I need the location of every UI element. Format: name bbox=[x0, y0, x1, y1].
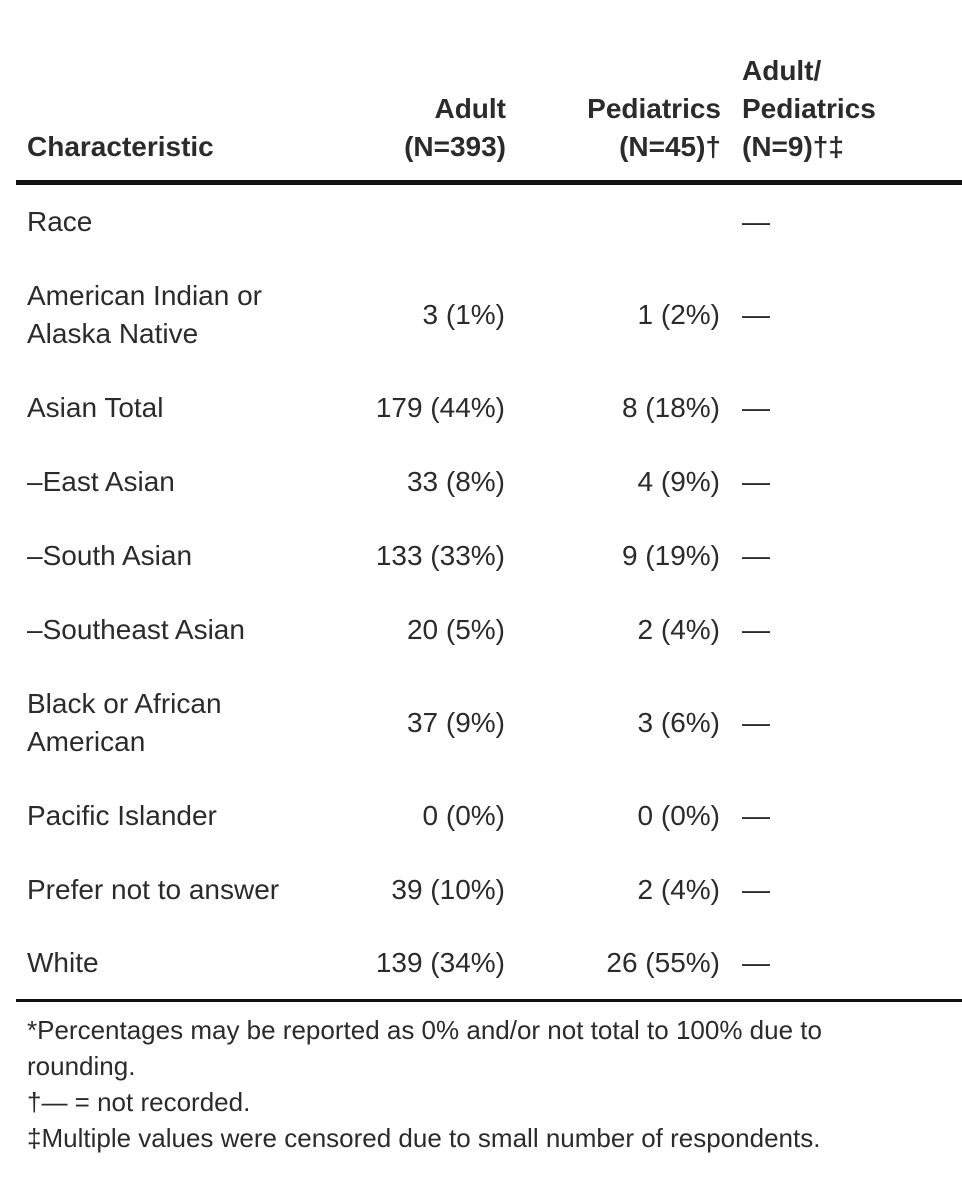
cell-pediatrics: 0 (0%) bbox=[637, 800, 720, 831]
table-row: Race — bbox=[16, 183, 962, 260]
table-row: American Indian or Alaska Native 3 (1%) 1 (… bbox=[16, 259, 962, 371]
header-adult-pediatrics: Adult/Pediatrics (N=9)†‡ bbox=[721, 40, 962, 185]
cell-adult-pediatrics: — bbox=[721, 927, 962, 1002]
cell-adult: 133 (33%) bbox=[375, 540, 505, 571]
footnote-not-recorded: †— = not recorded. bbox=[27, 1087, 251, 1117]
cell-adult-pediatrics: — bbox=[742, 299, 770, 330]
table-body: Race — American Indian or Alaska Native 3 (1… bbox=[16, 183, 962, 1002]
table-row: White 139 (34%) 26 (55%) — bbox=[16, 927, 962, 1002]
cell-pediatrics: 8 (18%) bbox=[621, 392, 720, 423]
cell-adult: 37 (9%) bbox=[406, 707, 505, 738]
cell-pediatrics: 3 (6%) bbox=[637, 707, 720, 738]
table-container: Characteristic Adult (N=393) Pediatrics (N… bbox=[16, 40, 962, 1156]
cell-characteristic: Asian Total bbox=[27, 392, 164, 423]
cell-characteristic: White bbox=[16, 927, 346, 1002]
cell-pediatrics bbox=[506, 183, 721, 260]
cell-adult: 39 (10%) bbox=[391, 874, 505, 905]
table-row: Prefer not to answer 39 (10%) 2 (4%) — bbox=[16, 853, 962, 927]
table-row: Asian Total 179 (44%) 8 (18%) — bbox=[16, 371, 962, 445]
footnote-censored: ‡Multiple values were censored due to sm… bbox=[27, 1123, 821, 1153]
table-row: –East Asian 33 (8%) 4 (9%) — bbox=[16, 445, 962, 519]
cell-adult-pediatrics: — bbox=[742, 614, 770, 645]
cell-adult: 33 (8%) bbox=[406, 466, 505, 497]
table-row: –Southeast Asian 20 (5%) 2 (4%) — bbox=[16, 593, 962, 667]
cell-adult-pediatrics: — bbox=[742, 540, 770, 571]
cell-characteristic: –South Asian bbox=[27, 540, 193, 571]
cell-pediatrics: 2 (4%) bbox=[637, 874, 720, 905]
cell-pediatrics: 9 (19%) bbox=[621, 540, 720, 571]
cell-pediatrics: 4 (9%) bbox=[637, 466, 720, 497]
header-pediatrics: Pediatrics (N=45)† bbox=[506, 40, 721, 185]
cell-adult bbox=[346, 183, 506, 260]
cell-adult-pediatrics: — bbox=[742, 392, 770, 423]
cell-adult-pediatrics: — bbox=[742, 874, 770, 905]
cell-adult: 20 (5%) bbox=[406, 614, 505, 645]
cell-characteristic: –East Asian bbox=[27, 466, 175, 497]
footnotes: *Percentages may be reported as 0% and/o… bbox=[16, 1002, 927, 1156]
cell-adult: 139 (34%) bbox=[346, 927, 506, 1002]
cell-characteristic: Black or African American bbox=[27, 688, 222, 757]
header-row: Characteristic Adult (N=393) Pediatrics (N… bbox=[16, 40, 962, 185]
cell-adult: 0 (0%) bbox=[422, 800, 505, 831]
demographics-table: Characteristic Adult (N=393) Pediatrics (N… bbox=[16, 40, 962, 1002]
cell-characteristic: American Indian or Alaska Native bbox=[27, 280, 263, 349]
cell-adult-pediatrics: — bbox=[742, 707, 770, 738]
cell-characteristic: Race bbox=[27, 206, 93, 237]
cell-adult: 3 (1%) bbox=[422, 299, 505, 330]
cell-characteristic: Pacific Islander bbox=[27, 800, 217, 831]
cell-adult-pediatrics: — bbox=[742, 466, 770, 497]
cell-adult-pediatrics: — bbox=[742, 800, 770, 831]
cell-adult: 179 (44%) bbox=[375, 392, 505, 423]
table-row: Pacific Islander 0 (0%) 0 (0%) — bbox=[16, 779, 962, 853]
footnote-rounding: *Percentages may be reported as 0% and/o… bbox=[27, 1015, 822, 1081]
cell-adult-pediatrics: — bbox=[742, 206, 770, 237]
header-adult: Adult (N=393) bbox=[346, 40, 506, 185]
cell-pediatrics: 1 (2%) bbox=[637, 299, 720, 330]
table-row: Black or African American 37 (9%) 3 (6%) — bbox=[16, 667, 962, 779]
table-row: –South Asian 133 (33%) 9 (19%) — bbox=[16, 519, 962, 593]
header-characteristic: Characteristic bbox=[16, 40, 346, 185]
table-header: Characteristic Adult (N=393) Pediatrics (N… bbox=[16, 40, 962, 185]
cell-pediatrics: 26 (55%) bbox=[506, 927, 721, 1002]
cell-characteristic: –Southeast Asian bbox=[27, 614, 245, 645]
cell-pediatrics: 2 (4%) bbox=[637, 614, 720, 645]
cell-characteristic: Prefer not to answer bbox=[27, 874, 280, 905]
